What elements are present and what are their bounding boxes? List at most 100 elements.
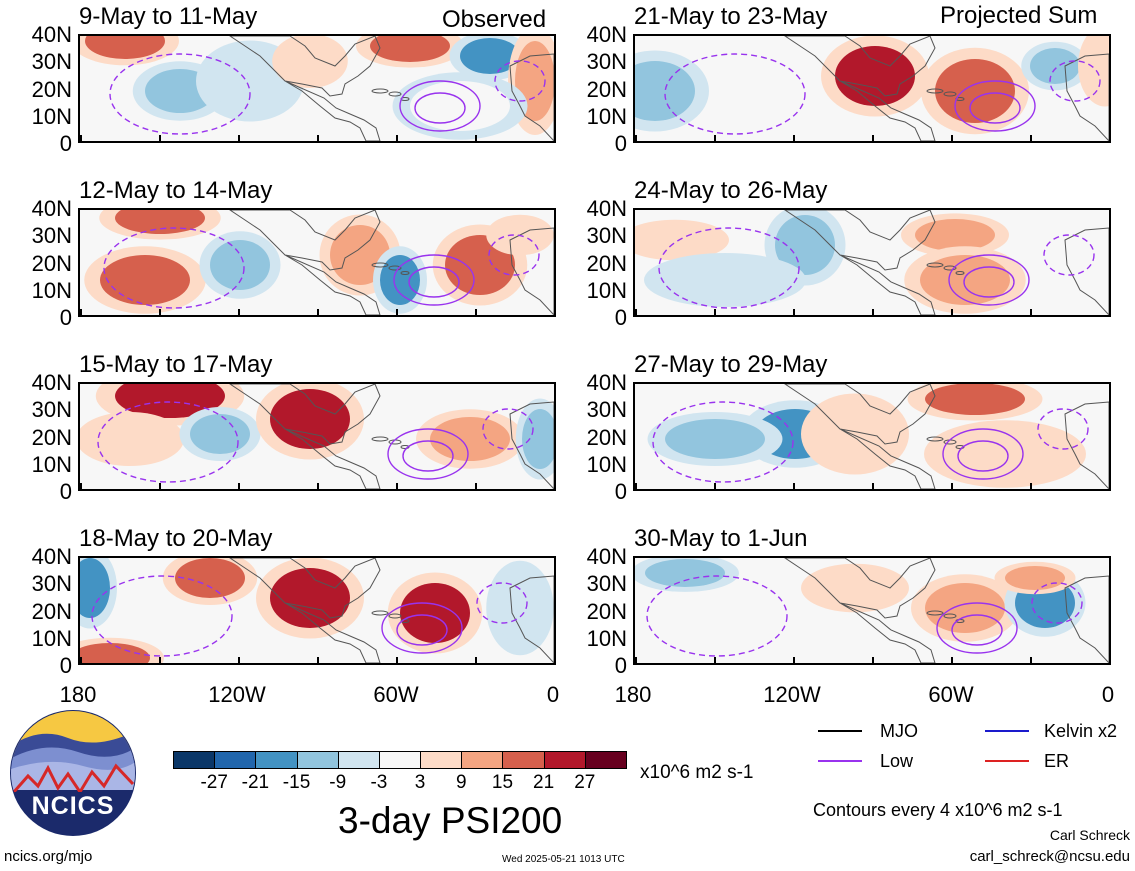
axis-tick bbox=[554, 483, 556, 489]
axis-tick bbox=[159, 135, 161, 141]
lat-label: 0 bbox=[614, 653, 627, 678]
axis-tick bbox=[872, 657, 874, 663]
colorbar-swatch bbox=[296, 751, 339, 769]
colorbar-tick-label: 15 bbox=[491, 772, 514, 793]
lat-label: 40N bbox=[586, 22, 627, 47]
ncics-logo: NCICS bbox=[8, 708, 138, 838]
generated-timestamp: Wed 2025-05-21 1013 UTC bbox=[502, 854, 625, 865]
axis-tick bbox=[1030, 483, 1032, 489]
author-name: Carl Schreck bbox=[1049, 827, 1130, 843]
colorbar-swatch bbox=[337, 751, 380, 769]
map-panel-left-3 bbox=[78, 382, 556, 491]
legend-kelvin-line bbox=[985, 730, 1029, 732]
axis-tick bbox=[80, 657, 82, 663]
colorbar-tick-label: 9 bbox=[455, 772, 467, 793]
lat-label: 40N bbox=[586, 196, 627, 221]
axis-tick bbox=[475, 135, 477, 141]
lat-label: 10N bbox=[586, 277, 627, 303]
lat-label: 20N bbox=[586, 424, 627, 450]
axis-tick bbox=[793, 657, 795, 663]
panel-title-right-1: 21-May to 23-May bbox=[634, 3, 828, 30]
lat-label: 20N bbox=[586, 76, 627, 102]
panel-title-left-2: 12-May to 14-May bbox=[79, 177, 273, 204]
axis-tick bbox=[396, 135, 398, 141]
colorbar-swatch bbox=[502, 751, 545, 769]
lat-label: 30N bbox=[586, 397, 627, 423]
axis-tick bbox=[1109, 483, 1111, 489]
lat-label: 0 bbox=[614, 131, 627, 156]
axis-tick bbox=[317, 309, 319, 315]
legend-low-line bbox=[818, 760, 862, 762]
figure-title: 3-day PSI200 bbox=[338, 800, 563, 841]
map-panel-left-4 bbox=[78, 556, 556, 665]
axis-tick bbox=[714, 483, 716, 489]
map-panel-left-2 bbox=[78, 208, 556, 317]
lon-label-right-120w: 120W bbox=[763, 682, 821, 707]
site-url: ncics.org/mjo bbox=[4, 848, 93, 865]
map-panel-right-1 bbox=[633, 34, 1111, 143]
panel-title-right-2: 24-May to 26-May bbox=[634, 177, 828, 204]
axis-tick bbox=[872, 483, 874, 489]
lat-label: 40N bbox=[31, 544, 72, 569]
colorbar-tick-label: 27 bbox=[574, 772, 596, 793]
axis-tick bbox=[238, 657, 240, 663]
legend-er-label: ER bbox=[1044, 751, 1070, 771]
lat-label: 0 bbox=[59, 479, 72, 504]
axis-tick bbox=[1109, 309, 1111, 315]
lon-label-left-60w: 60W bbox=[373, 682, 419, 707]
colorbar-tick-label: 3 bbox=[414, 772, 426, 793]
ncics-logo-text: NCICS bbox=[31, 792, 115, 820]
panel-title-right-4: 30-May to 1-Jun bbox=[634, 525, 808, 552]
lat-label: 40N bbox=[31, 22, 72, 47]
axis-tick bbox=[554, 309, 556, 315]
colorbar-tick-label: -15 bbox=[282, 772, 311, 793]
axis-tick bbox=[1030, 657, 1032, 663]
axis-tick bbox=[635, 309, 637, 315]
lat-label: 20N bbox=[586, 598, 627, 624]
lat-label: 10N bbox=[31, 451, 72, 477]
axis-tick bbox=[317, 657, 319, 663]
projected-sum-label: Projected Sum bbox=[940, 2, 1098, 29]
axis-tick bbox=[1030, 135, 1032, 141]
axis-tick bbox=[1030, 309, 1032, 315]
colorbar-swatch bbox=[378, 751, 422, 769]
colorbar-units: x10^6 m2 s-1 bbox=[640, 762, 754, 783]
axis-tick bbox=[635, 657, 637, 663]
axis-tick bbox=[159, 657, 161, 663]
panel-title-left-3: 15-May to 17-May bbox=[79, 351, 273, 378]
lon-label-left-0: 0 bbox=[546, 682, 560, 707]
axis-tick bbox=[80, 483, 82, 489]
axis-tick bbox=[396, 657, 398, 663]
lat-label: 20N bbox=[586, 250, 627, 276]
lat-label: 10N bbox=[586, 451, 627, 477]
contours-note: Contours every 4 x10^6 m2 s-1 bbox=[813, 800, 1063, 820]
lat-label: 30N bbox=[31, 397, 72, 423]
lat-label: 40N bbox=[586, 370, 627, 395]
lat-label: 10N bbox=[586, 625, 627, 651]
lat-label: 30N bbox=[586, 571, 627, 597]
lat-label: 10N bbox=[31, 625, 72, 651]
lon-label-right-60w: 60W bbox=[928, 682, 974, 707]
colorbar-tick-label: 21 bbox=[533, 772, 555, 793]
axis-tick bbox=[396, 309, 398, 315]
lat-label: 40N bbox=[31, 196, 72, 221]
axis-tick bbox=[872, 309, 874, 315]
lon-label-right-180: 180 bbox=[614, 682, 652, 707]
axis-tick bbox=[238, 483, 240, 489]
colorbar-tick-label: -27 bbox=[200, 772, 228, 793]
axis-tick bbox=[714, 309, 716, 315]
axis-tick bbox=[1109, 657, 1111, 663]
lon-label-right-0: 0 bbox=[1101, 682, 1115, 707]
colorbar-swatch bbox=[461, 751, 504, 769]
panel-title-right-3: 27-May to 29-May bbox=[634, 351, 828, 378]
map-panel-right-2 bbox=[633, 208, 1111, 317]
lat-label: 10N bbox=[31, 103, 72, 129]
colorbar-swatch bbox=[420, 751, 463, 769]
axis-tick bbox=[80, 309, 82, 315]
axis-tick bbox=[1109, 135, 1111, 141]
observed-label: Observed bbox=[442, 6, 547, 33]
lat-label: 0 bbox=[59, 305, 72, 330]
axis-tick bbox=[793, 135, 795, 141]
legend-mjo-label: MJO bbox=[880, 721, 918, 741]
colorbar-swatch bbox=[543, 751, 586, 769]
